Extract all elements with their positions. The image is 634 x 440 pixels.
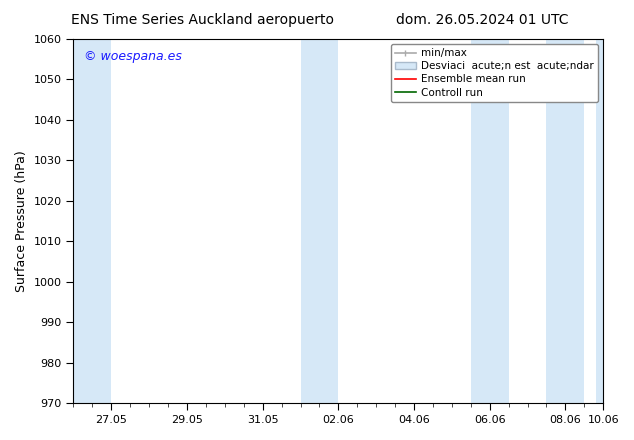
Bar [74, 39, 112, 403]
Text: ENS Time Series Auckland aeropuerto: ENS Time Series Auckland aeropuerto [72, 13, 334, 27]
Text: dom. 26.05.2024 01 UTC: dom. 26.05.2024 01 UTC [396, 13, 568, 27]
Bar [301, 39, 339, 403]
Y-axis label: Surface Pressure (hPa): Surface Pressure (hPa) [15, 150, 28, 292]
Bar [547, 39, 585, 403]
Text: © woespana.es: © woespana.es [84, 50, 182, 63]
Bar [471, 39, 508, 403]
Bar [595, 39, 603, 403]
Legend: min/max, Desviaci  acute;n est  acute;ndar, Ensemble mean run, Controll run: min/max, Desviaci acute;n est acute;ndar… [391, 44, 598, 102]
